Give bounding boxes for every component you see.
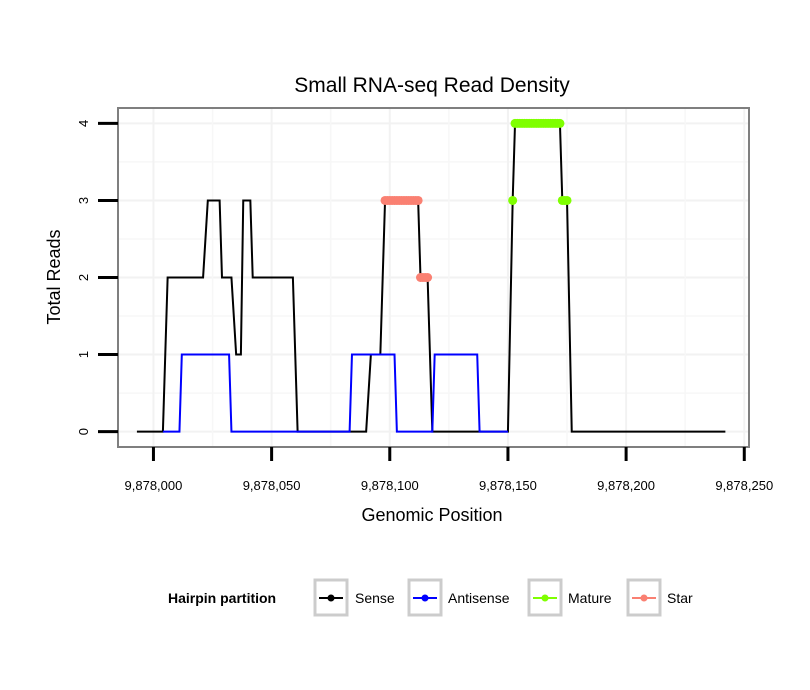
series-line-antisense [162,353,508,433]
legend-title: Hairpin partition [168,590,276,606]
x-axis: 9,878,000 9,878,050 9,878,100 9,878,150 9,87… [125,447,773,493]
series-line-sense [136,122,726,433]
x-tick-label: 9,878,050 [243,478,301,493]
legend-item-sense: Sense [313,578,395,617]
x-tick-label: 9,878,000 [125,478,183,493]
y-axis: 0 1 2 3 4 [76,120,118,435]
x-tick-label: 9,878,150 [479,478,537,493]
y-axis-title: Total Reads [44,229,64,324]
legend-key-dot [327,594,335,602]
legend-key-dot [421,594,429,602]
data-point-star [423,273,433,282]
x-tick-label: 9,878,100 [361,478,419,493]
y-tick-label: 4 [76,120,91,127]
x-axis-title: Genomic Position [361,505,502,525]
legend-key-dot [640,594,648,602]
chart-title: Small RNA-seq Read Density [294,74,570,97]
data-point-star [413,195,423,205]
legend-item-mature: Mature [527,578,612,617]
data-point-mature [555,118,565,128]
y-tick-label: 0 [76,428,91,435]
legend-label-antisense: Antisense [448,590,510,606]
legend-key-dot [541,594,549,602]
legend: Hairpin partition Sense Antisense Mature St… [168,578,693,617]
y-tick-label: 3 [76,197,91,204]
y-tick-label: 2 [76,274,91,281]
x-tick-label: 9,878,200 [597,478,655,493]
data-point-mature [508,195,518,205]
legend-item-star: Star [626,578,693,617]
series-layer [136,118,726,433]
legend-label-star: Star [667,590,693,606]
x-tick-label: 9,878,250 [715,478,773,493]
y-tick-label: 1 [76,351,91,358]
legend-label-mature: Mature [568,590,612,606]
legend-label-sense: Sense [355,590,395,606]
data-point-mature [562,195,572,205]
legend-item-antisense: Antisense [407,578,510,617]
